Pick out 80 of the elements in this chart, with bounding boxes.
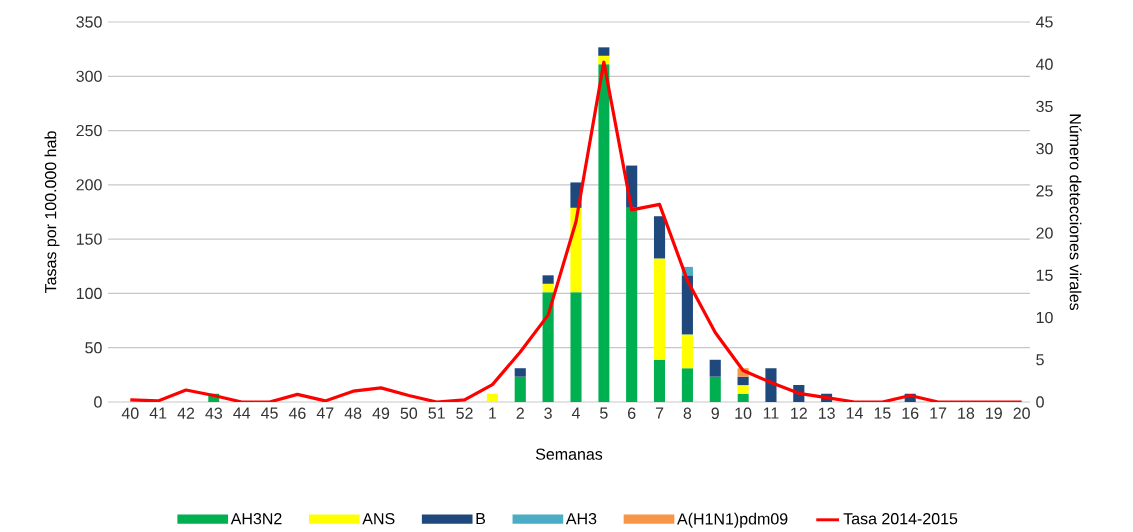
y2-tick-label: 40	[1035, 58, 1053, 70]
x-tick-label: 45	[261, 407, 278, 419]
x-tick-label: 44	[233, 407, 251, 419]
x-tick-label: 13	[818, 407, 835, 419]
bar	[486, 393, 498, 402]
bar	[542, 292, 554, 402]
x-tick-label: 15	[874, 407, 891, 419]
bar	[653, 216, 666, 259]
legend-label: ANS	[362, 512, 395, 525]
x-tick-label: 7	[655, 407, 664, 419]
y2-tick-label: 30	[1036, 142, 1053, 155]
x-tick-label: 10	[735, 407, 752, 419]
y-tick-label: 150	[76, 233, 102, 245]
x-tick-label: 52	[456, 407, 473, 419]
x-tick-label: 19	[986, 407, 1002, 419]
bar	[709, 376, 721, 402]
y-tick-label: 250	[76, 124, 102, 137]
bar	[598, 47, 610, 56]
x-tick-label: 14	[846, 407, 863, 419]
x-tick-label: 11	[763, 407, 779, 419]
x-tick-label: 1	[489, 407, 497, 419]
bar	[709, 359, 721, 377]
y2-tick-label: 25	[1036, 185, 1053, 197]
x-tick-label: 48	[344, 407, 362, 419]
x-tick-label: 46	[288, 407, 306, 419]
y-tick-label: 50	[85, 341, 102, 354]
x-tick-label: 17	[930, 407, 947, 419]
x-tick-label: 16	[902, 407, 919, 419]
legend-label: AH3	[565, 512, 597, 525]
bar	[737, 385, 749, 394]
x-tick-label: 42	[177, 407, 195, 419]
legend-label: B	[476, 513, 486, 525]
x-tick-label: 41	[149, 407, 167, 419]
x-tick-label: 49	[372, 407, 390, 419]
y-tick-label: 350	[76, 16, 102, 28]
bar	[653, 359, 666, 402]
x-tick-label: 9	[711, 407, 719, 419]
bar	[514, 368, 526, 377]
x-tick-label: 50	[400, 407, 418, 419]
bar	[542, 283, 554, 293]
bar	[681, 275, 693, 335]
legend-label: Tasa 2014-2015	[843, 512, 958, 525]
y2-tick-label: 15	[1036, 269, 1053, 281]
legend-label: A(H1N1)pdm09	[677, 512, 788, 528]
x-tick-label: 12	[791, 407, 807, 419]
bar	[570, 292, 582, 402]
x-tick-label: 18	[958, 407, 975, 419]
y-tick-label: 0	[94, 396, 102, 408]
x-tick-label: 4	[571, 407, 580, 419]
x-tick-label: 43	[205, 407, 223, 419]
x-tick-label: 47	[316, 407, 334, 419]
x-tick-label: 2	[516, 407, 524, 419]
x-tick-label: 5	[600, 407, 608, 419]
y-axis-title: Tasas por 100.000 hab	[44, 131, 60, 293]
bar	[737, 393, 749, 402]
y-tick-label: 100	[76, 287, 102, 300]
bar	[653, 258, 666, 360]
x-tick-label: 51	[428, 407, 445, 419]
y2-axis-title: Número detecciones virales	[1069, 114, 1082, 311]
x-tick-label: 6	[628, 407, 636, 419]
x-tick-label: 20	[1013, 407, 1030, 419]
y2-tick-label: 5	[1036, 354, 1044, 366]
y2-tick-label: 35	[1036, 100, 1053, 113]
y-tick-label: 300	[76, 70, 102, 82]
x-tick-label: 40	[121, 407, 139, 419]
bar	[514, 376, 526, 402]
bar	[681, 334, 693, 369]
bar	[737, 376, 749, 386]
x-tick-label: 3	[544, 407, 552, 419]
bar	[542, 275, 554, 284]
y2-tick-label: 0	[1036, 396, 1044, 408]
bar	[626, 207, 638, 402]
y2-tick-label: 20	[1036, 227, 1053, 239]
y2-tick-label: 10	[1036, 311, 1053, 324]
bar	[681, 368, 693, 402]
x-tick-label: 8	[683, 407, 692, 419]
x-axis-title: Semanas	[535, 448, 603, 460]
y-tick-label: 200	[76, 179, 102, 191]
legend-label: AH3N2	[230, 512, 282, 525]
y2-tick-label: 45	[1035, 16, 1053, 28]
